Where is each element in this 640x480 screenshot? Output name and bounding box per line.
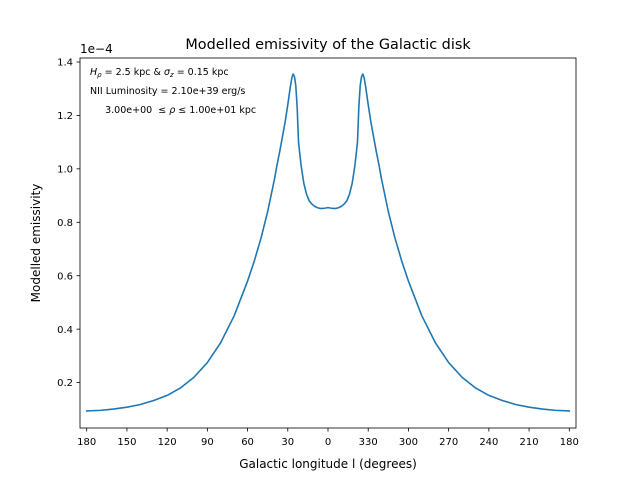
y-axis-ticks: 0.2 0.4 0.6 0.8 1.0 1.2 1.4 (57, 58, 80, 389)
y-tick-label: 0.6 (57, 271, 73, 282)
annotation-scale-heights: Hρ = 2.5 kpc & σz = 0.15 kpc (90, 67, 229, 79)
x-axis-label: Galactic longitude l (degrees) (239, 457, 417, 471)
y-tick-label: 0.8 (57, 218, 73, 229)
x-tick-label: 120 (158, 437, 177, 448)
y-tick-label: 0.2 (57, 378, 73, 389)
x-tick-label: 180 (77, 437, 96, 448)
x-tick-label: 330 (359, 437, 378, 448)
x-tick-label: 60 (241, 437, 254, 448)
y-tick-label: 1.0 (57, 164, 73, 175)
y-tick-label: 1.2 (57, 111, 73, 122)
x-tick-label: 240 (479, 437, 498, 448)
x-tick-label: 30 (281, 437, 294, 448)
chart-title: Modelled emissivity of the Galactic disk (185, 37, 471, 53)
y-scale-label: 1e−4 (80, 42, 113, 56)
x-tick-label: 90 (201, 437, 214, 448)
x-axis-ticks: 180 150 120 90 60 30 0 330 300 270 240 210 180 (77, 428, 579, 448)
y-tick-label: 1.4 (57, 58, 73, 69)
x-tick-label: 270 (439, 437, 458, 448)
x-tick-label: 150 (117, 437, 136, 448)
x-tick-label: 180 (560, 437, 579, 448)
annotation-radius-range: 3.00e+00 ≤ ρ ≤ 1.00e+01 kpc (90, 105, 265, 116)
x-tick-label: 0 (325, 437, 331, 448)
y-axis-label: Modelled emissivity (29, 184, 43, 303)
x-tick-label: 210 (520, 437, 539, 448)
emissivity-series-line (85, 73, 571, 412)
annotation-luminosity: NII Luminosity = 2.10e+39 erg/s (90, 86, 245, 97)
x-tick-label: 300 (399, 437, 418, 448)
y-tick-label: 0.4 (57, 325, 73, 336)
